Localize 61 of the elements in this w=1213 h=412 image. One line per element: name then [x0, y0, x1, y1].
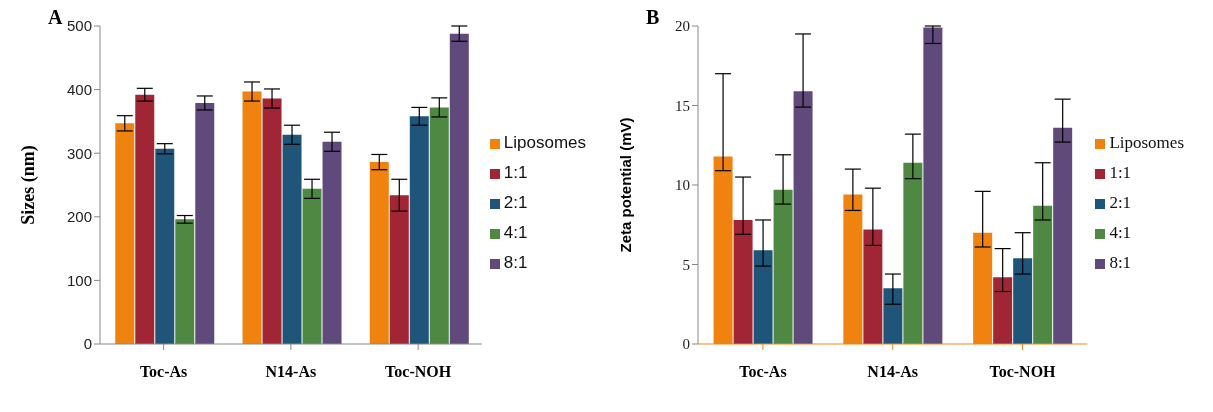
legend-label: 1:1 [1109, 163, 1132, 182]
y-tick-label: 200 [66, 208, 92, 226]
y-tick-label: 0 [83, 335, 92, 353]
legend-label: 4:1 [1109, 223, 1132, 242]
y-tick-label: 0 [682, 336, 690, 353]
y-tick-label: 100 [66, 271, 92, 289]
x-tick-label: N14-As [265, 363, 317, 381]
bar [863, 229, 883, 344]
legend-label: 4:1 [503, 223, 528, 242]
legend-label: 1:1 [503, 163, 528, 182]
x-tick-label: Toc-As [139, 363, 188, 381]
bar [713, 156, 733, 344]
x-tick-label: Toc-As [739, 363, 787, 381]
bar [923, 27, 943, 344]
bar [369, 162, 389, 344]
bar [175, 219, 195, 344]
bar [429, 107, 449, 344]
y-axis-title: Sizes (nm) [18, 145, 40, 225]
bar [302, 188, 322, 344]
legend-label: 2:1 [1109, 193, 1132, 212]
legend-label: 2:1 [503, 193, 528, 212]
legend-label: Liposomes [1109, 133, 1184, 152]
y-axis-title: Zeta potential (mV) [617, 117, 635, 253]
bar [753, 250, 773, 344]
bar [1013, 258, 1033, 344]
bar [389, 195, 409, 344]
bar [843, 194, 863, 344]
y-tick-label: 10 [675, 177, 690, 194]
bar [883, 288, 903, 344]
bar [1053, 127, 1073, 344]
bar [322, 141, 342, 344]
y-tick-label: 400 [66, 80, 92, 98]
bar [793, 91, 813, 344]
bar [262, 98, 282, 344]
bar [1033, 205, 1053, 344]
bar [903, 162, 923, 344]
bar [449, 33, 469, 344]
bar [973, 232, 993, 344]
bar [135, 94, 155, 344]
y-tick-label: 20 [675, 18, 690, 35]
bar [733, 219, 753, 344]
bar [409, 116, 429, 344]
x-tick-label: N14-As [867, 363, 919, 381]
chart-title: A [48, 6, 63, 28]
y-tick-label: 15 [675, 97, 690, 114]
y-tick-label: 300 [66, 144, 92, 162]
bar [195, 102, 215, 344]
x-tick-label: Toc-NOH [989, 363, 1057, 381]
bar [155, 148, 175, 344]
bar [242, 91, 262, 344]
chart-title: B [646, 6, 660, 28]
bar [282, 134, 302, 344]
bar [993, 277, 1013, 344]
legend-label: Liposomes [503, 133, 586, 152]
y-tick-label: 5 [682, 256, 690, 273]
x-tick-label: Toc-NOH [385, 363, 452, 381]
bar [115, 123, 135, 344]
legend-label: 8:1 [1109, 253, 1132, 272]
bar [773, 189, 793, 344]
y-tick-label: 500 [66, 17, 92, 35]
legend-label: 8:1 [503, 253, 528, 272]
